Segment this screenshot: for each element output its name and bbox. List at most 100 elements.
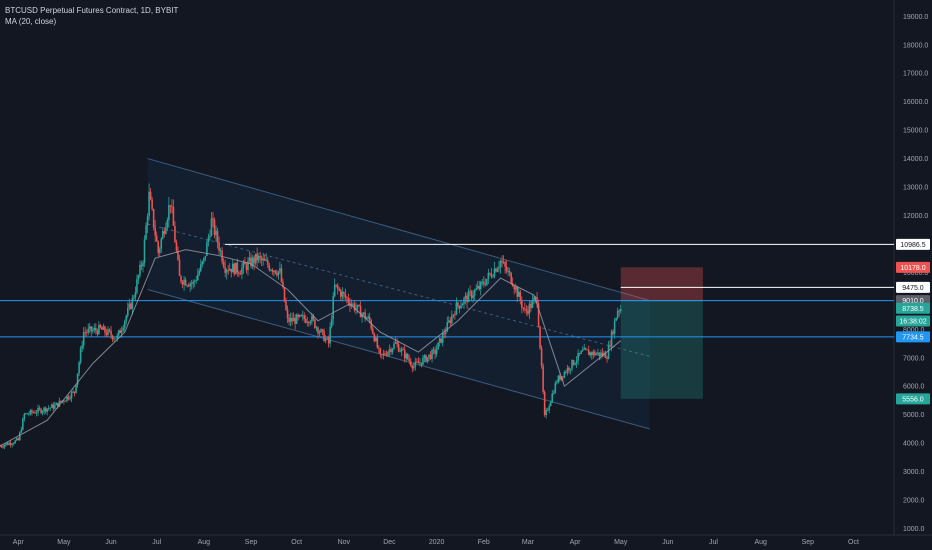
candle-body	[279, 268, 281, 272]
candle-body	[104, 326, 106, 333]
y-tick-label: 15000.0	[903, 128, 928, 135]
candle-body	[376, 337, 379, 348]
candle-body	[323, 330, 325, 342]
candle-body	[374, 337, 377, 342]
candle-body	[70, 392, 73, 399]
candle-body	[510, 272, 512, 284]
candle-body	[476, 286, 479, 289]
candle-body	[455, 302, 458, 315]
candle-body	[55, 402, 58, 406]
candle-body	[158, 248, 161, 253]
candle-body	[47, 408, 50, 409]
candle-body	[28, 413, 30, 415]
candle-body	[130, 303, 132, 309]
candle-body	[373, 333, 376, 342]
price-label: 8738.5	[902, 306, 924, 313]
candle-body	[5, 443, 7, 445]
candle-body	[498, 266, 500, 269]
candle-body	[283, 287, 286, 302]
x-tick-label: Apr	[13, 539, 25, 546]
symbol-title[interactable]: BTCUSD Perpetual Futures Contract, 1D, B…	[5, 6, 179, 15]
candle-body	[14, 440, 17, 444]
channel-mid-line[interactable]	[147, 223, 650, 357]
x-tick-label: Jun	[105, 539, 116, 546]
candle-body	[551, 393, 554, 402]
candle-body	[329, 326, 331, 344]
candle-body	[172, 206, 175, 226]
channel-lower-line[interactable]	[147, 288, 650, 430]
candle-body	[388, 349, 391, 352]
candle-body	[18, 432, 21, 441]
candle-body	[367, 316, 369, 319]
candle-body	[540, 348, 543, 366]
candle-body	[114, 338, 117, 340]
candle-body	[431, 350, 433, 359]
candle-body	[530, 303, 532, 308]
x-tick-label: Sep	[802, 539, 815, 546]
candle-body	[201, 261, 204, 265]
candle-body	[102, 326, 105, 330]
candle-body	[96, 330, 99, 335]
candle-body	[584, 348, 587, 350]
y-tick-label: 13000.0	[903, 185, 928, 192]
candle-body	[347, 298, 350, 303]
candle-body	[403, 349, 406, 359]
price-label-box	[896, 315, 930, 327]
candle-body	[349, 302, 351, 307]
candle-body	[594, 351, 596, 356]
candle-body	[609, 345, 611, 347]
candle-body	[402, 349, 404, 350]
candle-body	[492, 276, 494, 278]
indicator-title[interactable]: MA (20, close)	[5, 17, 57, 26]
candle-body	[125, 315, 128, 321]
candle-body	[35, 412, 38, 414]
candle-body	[587, 350, 590, 356]
candle-body	[84, 332, 86, 333]
candle-body	[63, 400, 65, 402]
candle-body	[273, 270, 275, 272]
candle-body	[119, 330, 121, 334]
stop-loss-zone[interactable]	[620, 267, 703, 301]
candle-body	[381, 354, 383, 356]
candle-body	[417, 361, 420, 364]
candle-body	[517, 291, 520, 297]
candle-body	[549, 401, 552, 407]
candle-body	[180, 275, 182, 282]
candle-body	[545, 410, 547, 416]
candle-body	[387, 351, 389, 356]
channel-upper-line[interactable]	[147, 158, 650, 301]
candle-body	[230, 268, 233, 273]
candle-body	[315, 327, 318, 329]
candle-body	[542, 365, 544, 392]
candle-body	[26, 413, 29, 415]
price-label-box	[896, 393, 930, 405]
candle-body	[612, 331, 614, 334]
candle-body	[265, 260, 268, 262]
candle-body	[183, 279, 185, 285]
x-tick-label: Jul	[709, 539, 718, 546]
candle-body	[75, 385, 77, 393]
candle-body	[537, 303, 540, 327]
candle-body	[618, 310, 620, 312]
x-tick-label: Oct	[848, 539, 859, 546]
candle-body	[256, 253, 258, 261]
take-profit-zone[interactable]	[620, 300, 703, 399]
candle-body	[52, 404, 55, 409]
candle-body	[527, 310, 529, 314]
candle-body	[414, 361, 417, 367]
candle-body	[117, 330, 120, 336]
moving-average-line[interactable]	[0, 249, 622, 447]
candle-body	[242, 262, 245, 268]
candle-body	[478, 286, 481, 290]
candle-body	[534, 297, 537, 299]
candle-body	[177, 250, 179, 260]
candle-body	[446, 321, 449, 332]
x-tick-label: 2020	[429, 539, 445, 546]
candle-body	[419, 362, 421, 364]
y-tick-label: 16000.0	[903, 99, 928, 106]
candle-body	[99, 324, 102, 328]
candle-body	[53, 405, 56, 409]
candle-body	[40, 408, 42, 413]
candle-body	[333, 284, 336, 297]
